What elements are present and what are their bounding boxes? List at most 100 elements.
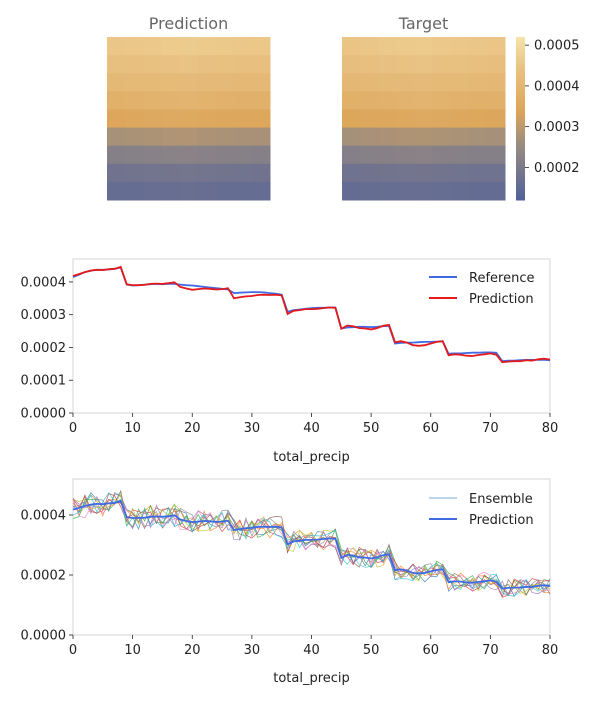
heatmap-cell — [342, 109, 361, 129]
heatmap-cell — [179, 37, 199, 56]
heatmap-cell — [125, 55, 144, 74]
heatmap-cell — [251, 145, 271, 165]
heatmap-cell — [396, 73, 415, 92]
heatmap-cell — [197, 163, 217, 183]
heatmap-cell — [107, 91, 126, 110]
heatmap-cell — [143, 55, 162, 74]
heatmap-cell — [179, 55, 199, 74]
heatmap-cell — [450, 127, 470, 147]
heatmap-cell — [143, 91, 162, 110]
heatmap-cell — [197, 73, 217, 92]
heatmap-cell — [414, 73, 434, 92]
heatmap-cell — [342, 145, 361, 165]
heatmap-cell — [251, 55, 271, 74]
colorbar-step — [516, 77, 525, 81]
heatmap-cell — [450, 181, 470, 201]
colorbar-tick-label: 0.0002 — [534, 161, 580, 176]
y-tick-label: 0.0001 — [21, 374, 67, 389]
colorbar-step — [516, 100, 525, 103]
x-tick-label: 30 — [244, 643, 261, 658]
legend-prediction-label: Prediction — [469, 292, 534, 307]
colorbar-step — [516, 61, 525, 64]
heatmap-cell — [233, 109, 253, 129]
chart1-x-axis-label: total_precip — [273, 450, 350, 465]
heatmap-cell — [233, 163, 253, 183]
heatmap-cell — [215, 109, 235, 129]
heatmap-cell — [396, 127, 415, 147]
heatmap-cell — [179, 145, 199, 165]
heatmap-cell — [342, 91, 361, 110]
ensemble-member-line — [72, 498, 550, 595]
x-tick-label: 0 — [69, 643, 77, 658]
x-tick-label: 20 — [184, 421, 201, 436]
heatmap-cell — [197, 127, 217, 147]
heatmap-cell — [360, 37, 379, 56]
colorbar-step — [516, 142, 525, 146]
heatmap-cell — [125, 145, 144, 165]
heatmap-cell — [233, 145, 253, 165]
x-tick-label: 10 — [124, 643, 141, 658]
heatmap-cell — [486, 73, 506, 92]
heatmap-cell — [233, 127, 253, 147]
colorbar-step — [516, 189, 525, 193]
colorbar-step — [516, 157, 525, 160]
heatmap-cell — [468, 109, 488, 129]
colorbar-step — [516, 126, 525, 130]
target-heatmap-title: Target — [398, 14, 449, 33]
legend-prediction-label: Prediction — [469, 513, 534, 528]
heatmap-cell — [107, 163, 126, 183]
heatmap-cell — [179, 73, 199, 92]
colorbar-step — [516, 55, 525, 58]
heatmap-cell — [450, 145, 470, 165]
colorbar-step — [516, 92, 525, 95]
heatmap-cell — [468, 73, 488, 92]
heatmap-cell — [378, 55, 397, 74]
colorbar-step — [516, 187, 525, 191]
colorbar-step — [516, 173, 525, 177]
heatmap-cell — [107, 145, 126, 165]
heatmap-cell — [486, 181, 506, 201]
heatmap-cell — [414, 91, 434, 110]
heatmap-cell — [378, 109, 397, 129]
y-tick-label: 0.0004 — [21, 275, 67, 290]
colorbar-step — [516, 195, 525, 199]
heatmap-cell — [161, 109, 180, 129]
chart2-ensemble-lines — [72, 489, 551, 598]
y-tick-label: 0.0002 — [21, 569, 67, 584]
heatmap-cell — [378, 181, 397, 201]
colorbar-step — [516, 114, 525, 117]
heatmap-cell — [215, 163, 235, 183]
heatmap-cell — [143, 37, 162, 56]
heatmap-cell — [468, 163, 488, 183]
ensemble-member-line — [72, 489, 551, 597]
colorbar-step — [516, 175, 525, 179]
colorbar-step — [516, 45, 525, 48]
x-tick-label: 30 — [244, 421, 261, 436]
y-tick-label: 0.0000 — [21, 629, 67, 644]
heatmap-cell — [432, 37, 452, 56]
heatmap-cell — [342, 37, 361, 56]
heatmap-cell — [342, 127, 361, 147]
heatmap-cell — [125, 109, 144, 129]
chart1-lines — [72, 265, 551, 364]
colorbar-step — [516, 112, 525, 115]
heatmap-cell — [414, 55, 434, 74]
heatmap-cell — [143, 163, 162, 183]
heatmap-cell — [432, 73, 452, 92]
heatmap-cell — [450, 163, 470, 183]
heatmap-cell — [432, 91, 452, 110]
heatmap-cell — [486, 109, 506, 129]
heatmap-cell — [215, 145, 235, 165]
prediction-heatmap: Prediction — [107, 14, 271, 201]
heatmap-cell — [432, 55, 452, 74]
heatmap-cell — [378, 163, 397, 183]
legend-reference-label: Reference — [469, 271, 534, 286]
heatmap-cell — [450, 37, 470, 56]
heatmap-cell — [432, 109, 452, 129]
colorbar-step — [516, 59, 525, 62]
heatmap-cell — [233, 73, 253, 92]
colorbar-step — [516, 161, 525, 164]
colorbar-step — [516, 63, 525, 67]
